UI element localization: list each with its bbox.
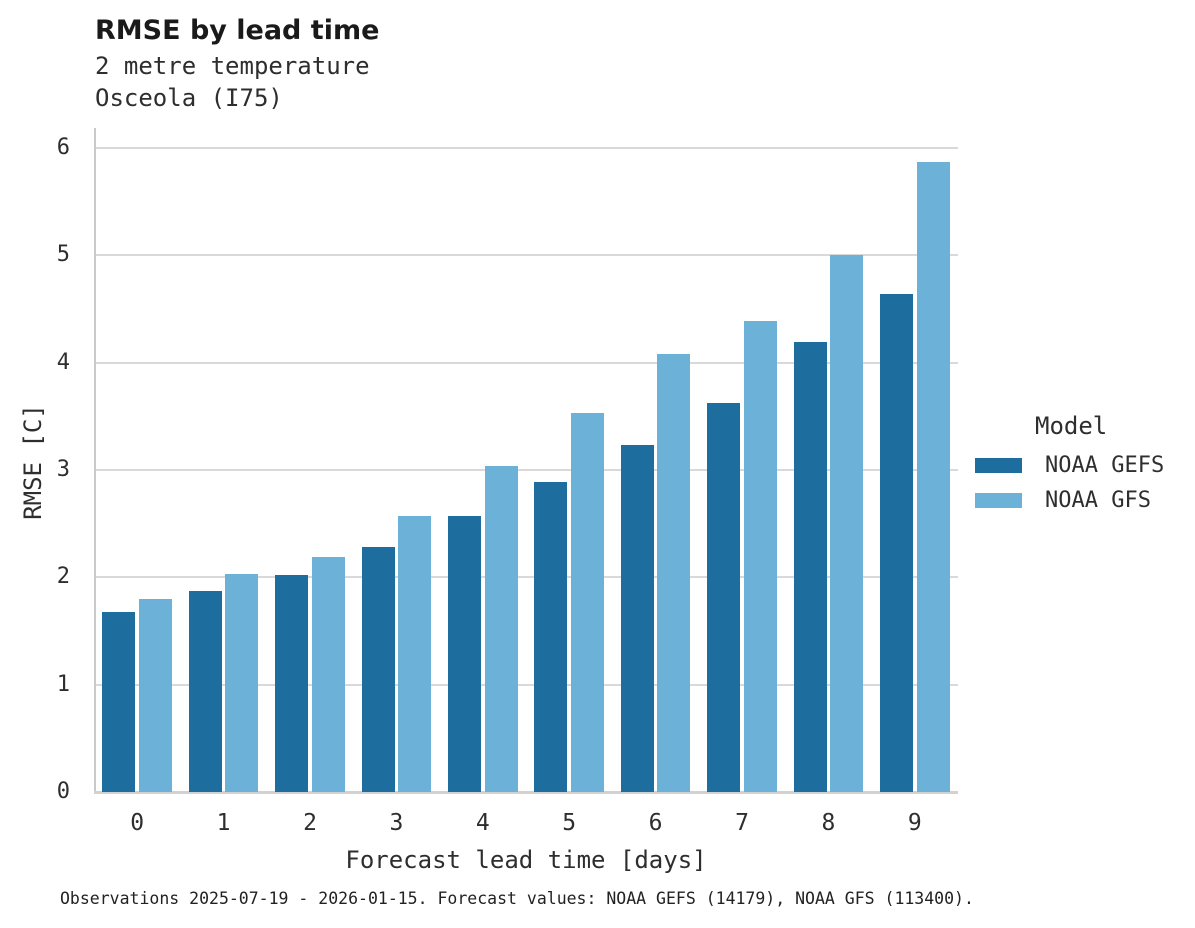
x-tick-label-6: 6 bbox=[648, 810, 663, 836]
x-tick-label-1: 1 bbox=[216, 810, 231, 836]
gridline-y-3 bbox=[96, 469, 958, 471]
x-tick-label-3: 3 bbox=[389, 810, 404, 836]
legend-title: Model bbox=[1035, 412, 1108, 440]
bar-noaa-gefs-day-9 bbox=[880, 293, 913, 792]
x-tick-labels: 0 1 2 3 4 5 6 7 8 9 bbox=[94, 808, 958, 838]
x-tick-label-8: 8 bbox=[821, 810, 836, 836]
legend-swatch-noaa-gefs bbox=[975, 458, 1022, 473]
bar-noaa-gefs-day-1 bbox=[188, 591, 222, 792]
legend-items: NOAA GEFS NOAA GFS bbox=[975, 448, 1164, 518]
x-tick-label-9: 9 bbox=[907, 810, 922, 836]
bar-noaa-gfs-day-1 bbox=[225, 574, 259, 792]
y-tick-label-4: 4 bbox=[56, 349, 70, 375]
plot-area bbox=[94, 128, 958, 794]
bar-noaa-gefs-day-0 bbox=[102, 611, 136, 792]
bar-noaa-gfs-day-7 bbox=[743, 320, 777, 792]
y-tick-label-5: 5 bbox=[56, 242, 70, 268]
x-tick-label-0: 0 bbox=[130, 810, 145, 836]
gridline-y-6 bbox=[96, 147, 958, 149]
gridline-y-1 bbox=[96, 683, 958, 686]
chart-title: RMSE by lead time bbox=[95, 15, 380, 46]
bar-noaa-gfs-day-2 bbox=[311, 556, 345, 792]
bar-noaa-gefs-day-3 bbox=[361, 547, 395, 792]
chart-subtitle-station: Osceola (I75) bbox=[95, 84, 283, 112]
bar-noaa-gfs-day-6 bbox=[657, 354, 691, 792]
bar-noaa-gfs-day-9 bbox=[916, 161, 950, 792]
bar-noaa-gefs-day-7 bbox=[707, 403, 741, 792]
x-tick-label-2: 2 bbox=[303, 810, 317, 836]
y-tick-labels: 0 1 2 3 4 5 6 bbox=[28, 128, 70, 804]
gridline-y-4 bbox=[96, 361, 958, 364]
legend-label-noaa-gefs: NOAA GEFS bbox=[1045, 453, 1165, 478]
legend-item-noaa-gfs: NOAA GFS bbox=[975, 483, 1164, 518]
x-axis-line bbox=[94, 791, 958, 794]
gridline-y-2 bbox=[96, 576, 958, 579]
bar-noaa-gfs-day-3 bbox=[398, 516, 432, 792]
bar-noaa-gfs-day-8 bbox=[830, 255, 864, 792]
bar-noaa-gefs-day-6 bbox=[620, 445, 654, 792]
y-tick-label-3: 3 bbox=[56, 457, 70, 482]
bar-noaa-gfs-day-4 bbox=[484, 465, 518, 792]
x-axis-title: Forecast lead time [days] bbox=[345, 846, 707, 874]
caption: Observations 2025-07-19 - 2026-01-15. Fo… bbox=[60, 889, 974, 908]
x-tick-label-4: 4 bbox=[475, 810, 490, 836]
bar-noaa-gefs-day-5 bbox=[534, 481, 568, 792]
y-tick-label-1: 1 bbox=[56, 671, 70, 697]
x-tick-label-5: 5 bbox=[562, 810, 577, 836]
x-tick-label-7: 7 bbox=[735, 810, 749, 836]
bar-noaa-gfs-day-0 bbox=[139, 598, 172, 792]
legend-label-noaa-gfs: NOAA GFS bbox=[1045, 488, 1151, 513]
y-tick-label-0: 0 bbox=[56, 779, 70, 804]
y-tick-label-2: 2 bbox=[56, 564, 70, 590]
bar-noaa-gefs-day-2 bbox=[275, 575, 309, 792]
bar-noaa-gefs-day-8 bbox=[793, 342, 827, 792]
bar-noaa-gfs-day-5 bbox=[571, 413, 604, 792]
chart-subtitle-variable: 2 metre temperature bbox=[95, 52, 370, 80]
legend: Model NOAA GEFS NOAA GFS bbox=[975, 412, 1164, 518]
bar-noaa-gefs-day-4 bbox=[448, 516, 481, 792]
legend-item-noaa-gefs: NOAA GEFS bbox=[975, 448, 1164, 483]
y-tick-label-6: 6 bbox=[56, 135, 70, 160]
y-axis-line bbox=[94, 128, 96, 792]
gridline-y-5 bbox=[96, 254, 958, 257]
legend-swatch-noaa-gfs bbox=[975, 493, 1022, 508]
